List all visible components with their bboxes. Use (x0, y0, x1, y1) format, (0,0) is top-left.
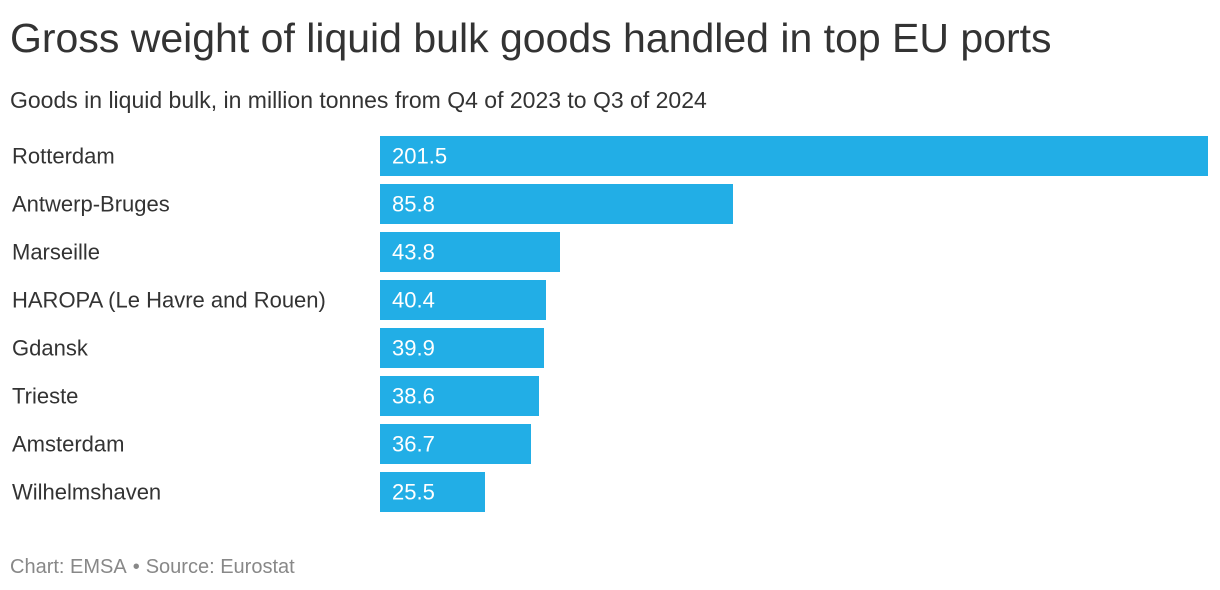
bar (380, 472, 485, 512)
category-label: Wilhelmshaven (12, 480, 161, 505)
source-label: Source: Eurostat (145, 556, 295, 578)
category-label: Trieste (12, 384, 78, 409)
value-label: 39.9 (392, 336, 435, 361)
value-label: 40.4 (392, 288, 435, 313)
footer-separator: • (132, 556, 140, 578)
bar (380, 136, 1208, 176)
bar (380, 376, 539, 416)
category-label: HAROPA (Le Havre and Rouen) (12, 288, 326, 313)
value-label: 36.7 (392, 432, 435, 457)
value-label: 38.6 (392, 384, 435, 409)
value-label: 43.8 (392, 240, 435, 265)
category-label: Antwerp-Bruges (12, 192, 170, 217)
value-label: 201.5 (392, 144, 447, 169)
bar (380, 280, 546, 320)
bar (380, 424, 531, 464)
chart-title: Gross weight of liquid bulk goods handle… (10, 15, 1052, 61)
chart-credit: Chart: EMSA (10, 556, 127, 578)
value-label: 85.8 (392, 192, 435, 217)
category-label: Rotterdam (12, 144, 115, 169)
bar (380, 328, 544, 368)
category-label: Gdansk (12, 336, 89, 361)
bar (380, 232, 560, 272)
category-label: Marseille (12, 240, 100, 265)
bar (380, 184, 733, 224)
chart-footer: Chart: EMSA • Source: Eurostat (10, 553, 295, 581)
chart-subtitle: Goods in liquid bulk, in million tonnes … (10, 87, 707, 113)
category-label: Amsterdam (12, 432, 124, 457)
value-label: 25.5 (392, 480, 435, 505)
